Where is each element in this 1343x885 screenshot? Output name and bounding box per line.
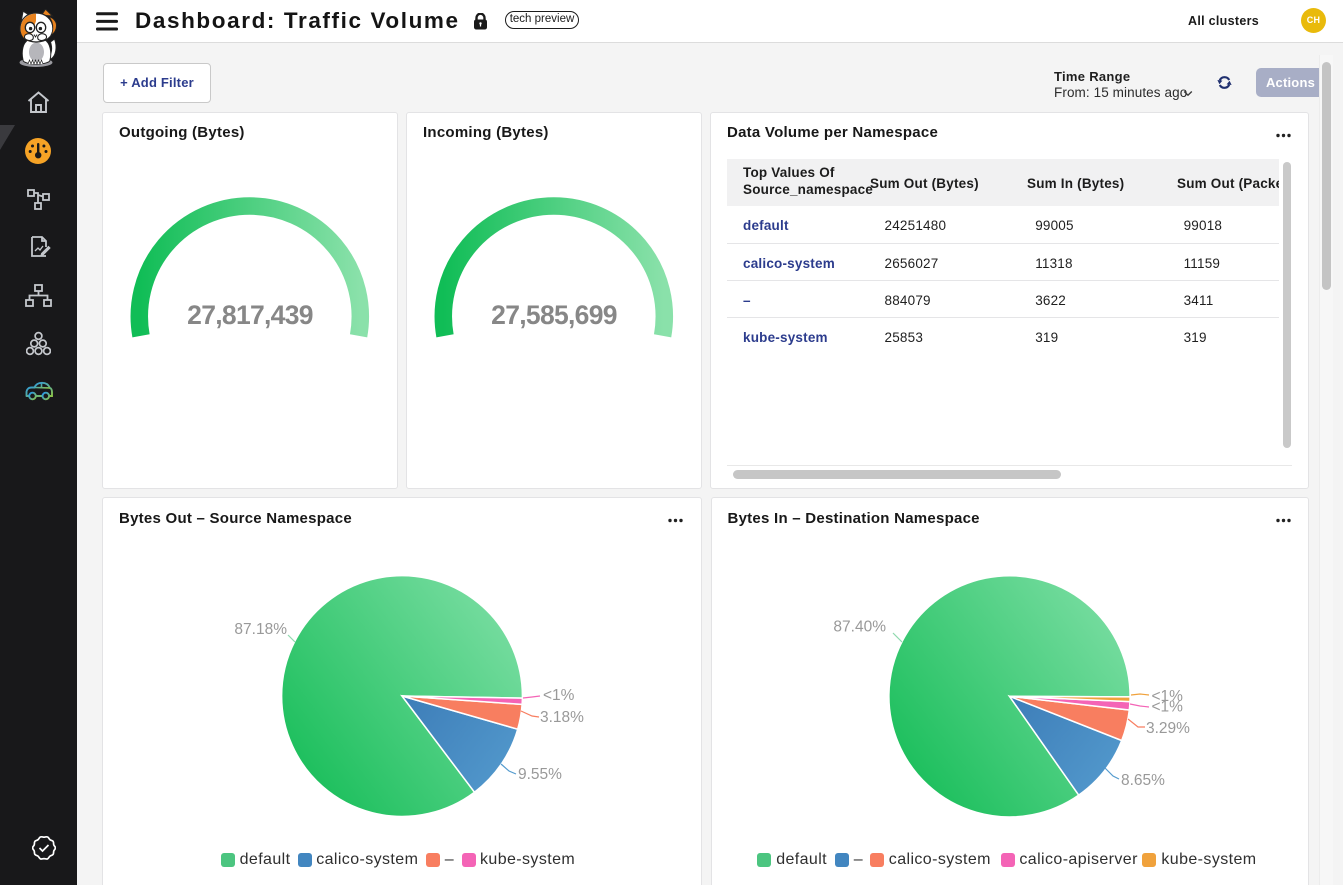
svg-text:<1%: <1%	[1151, 688, 1183, 705]
svg-text:87.40%: 87.40%	[833, 619, 886, 636]
svg-text:<1%: <1%	[1151, 699, 1183, 716]
svg-text:9.55%: 9.55%	[518, 766, 562, 783]
svg-text:8.65%: 8.65%	[1121, 772, 1165, 789]
svg-text:<1%: <1%	[543, 687, 575, 704]
svg-text:3.18%: 3.18%	[540, 709, 584, 726]
svg-text:3.29%: 3.29%	[1146, 720, 1190, 737]
svg-text:87.18%: 87.18%	[234, 621, 287, 638]
